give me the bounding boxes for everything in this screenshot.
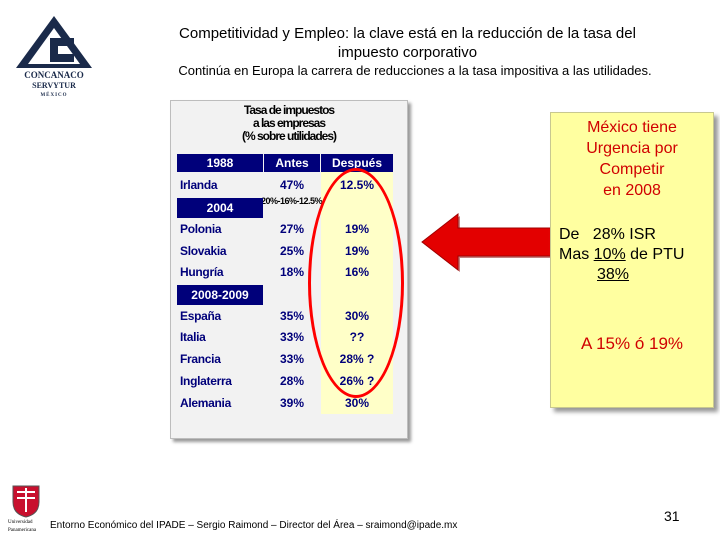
table-row-country: Italia bbox=[180, 330, 206, 344]
header-antes: Antes bbox=[264, 154, 320, 172]
calc-line-3: 38% bbox=[559, 265, 713, 285]
table-row-antes: 35% bbox=[279, 309, 305, 323]
logo-country: MÉXICO bbox=[40, 93, 68, 98]
university-label-2: Panamericana bbox=[8, 528, 37, 533]
logo-sub: SERVYTUR bbox=[32, 81, 76, 90]
header-despues: Después bbox=[321, 154, 393, 172]
table-row-country: Francia bbox=[180, 352, 221, 366]
table-row-country: Hungría bbox=[180, 265, 224, 279]
calc-line-2: Mas 10% de PTU bbox=[559, 245, 713, 265]
urgency-line-1: México tiene bbox=[587, 119, 677, 136]
calc-total: 38% bbox=[597, 266, 630, 283]
irlanda-progression-note: 20%-16%-12.5% bbox=[261, 196, 323, 206]
section-label-2004: 2004 bbox=[177, 198, 263, 218]
table-row-antes: 25% bbox=[279, 244, 305, 258]
table-row-antes: 28% bbox=[279, 374, 305, 388]
triangle-logo-icon bbox=[16, 16, 92, 68]
left-arrow-icon bbox=[421, 212, 554, 272]
urgency-line-4: en 2008 bbox=[603, 182, 661, 199]
section-label-2008-2009: 2008-2009 bbox=[177, 285, 263, 305]
logo-name: CONCANACO bbox=[24, 70, 84, 80]
calc-line-2-ptu-rate: 10% bbox=[593, 246, 626, 263]
table-row-antes: 33% bbox=[279, 330, 305, 344]
table-row-country: Alemania bbox=[180, 396, 231, 410]
calc-line-2-prefix: Mas bbox=[559, 246, 594, 263]
table-row-antes: 18% bbox=[279, 265, 305, 279]
title-line-2: impuesto corporativo bbox=[337, 44, 478, 61]
university-label: Universidad Panamericana bbox=[8, 519, 36, 535]
page-subtitle: Continúa en Europa la carrera de reducci… bbox=[178, 63, 652, 78]
shield-icon bbox=[12, 485, 40, 518]
concanaco-logo: CONCANACO SERVYTUR MÉXICO bbox=[14, 14, 94, 100]
page-number: 31 bbox=[664, 508, 680, 524]
tax-calculation: De 28% ISR Mas 10% de PTU 38% bbox=[559, 225, 713, 285]
calc-line-2-suffix: de PTU bbox=[625, 246, 685, 263]
table-row-country: Polonia bbox=[180, 222, 222, 236]
calc-line-1: De 28% ISR bbox=[559, 226, 656, 243]
section-label-1988: 1988 bbox=[177, 154, 263, 172]
table-row-country: Inglaterra bbox=[180, 374, 232, 388]
table-row-country: Irlanda bbox=[180, 178, 218, 192]
table-title: Tasa de impuestos a las empresas (% sobr… bbox=[171, 104, 407, 143]
table-row-country: Slovakia bbox=[180, 244, 227, 258]
university-label-1: Universidad bbox=[8, 520, 33, 525]
university-logo: Universidad Panamericana bbox=[8, 484, 44, 538]
table-row-antes: 27% bbox=[279, 222, 305, 236]
table-row-country: España bbox=[180, 309, 221, 323]
page-title: Competitividad y Empleo: la clave está e… bbox=[120, 24, 695, 62]
urgency-line-3: Competir bbox=[599, 161, 665, 178]
urgency-line-2: Urgencia por bbox=[586, 140, 678, 157]
table-row-despues: 30% bbox=[344, 396, 370, 410]
table-row-antes: 39% bbox=[279, 396, 305, 410]
urgency-text: México tiene Urgencia por Competir en 20… bbox=[551, 117, 713, 201]
footer-text: Entorno Económico del IPADE – Sergio Rai… bbox=[50, 520, 458, 531]
table-title-line-1: Tasa de impuestos bbox=[243, 103, 335, 117]
highlight-oval bbox=[308, 168, 404, 398]
table-title-line-3: (% sobre utilidades) bbox=[241, 129, 337, 143]
target-rate: A 15% ó 19% bbox=[580, 334, 684, 353]
urgency-note-box: México tiene Urgencia por Competir en 20… bbox=[550, 112, 714, 408]
table-row-antes: 47% bbox=[279, 178, 305, 192]
table-title-line-2: a las empresas bbox=[252, 116, 326, 130]
table-row-antes: 33% bbox=[279, 352, 305, 366]
title-line-1: Competitividad y Empleo: la clave está e… bbox=[179, 25, 636, 42]
